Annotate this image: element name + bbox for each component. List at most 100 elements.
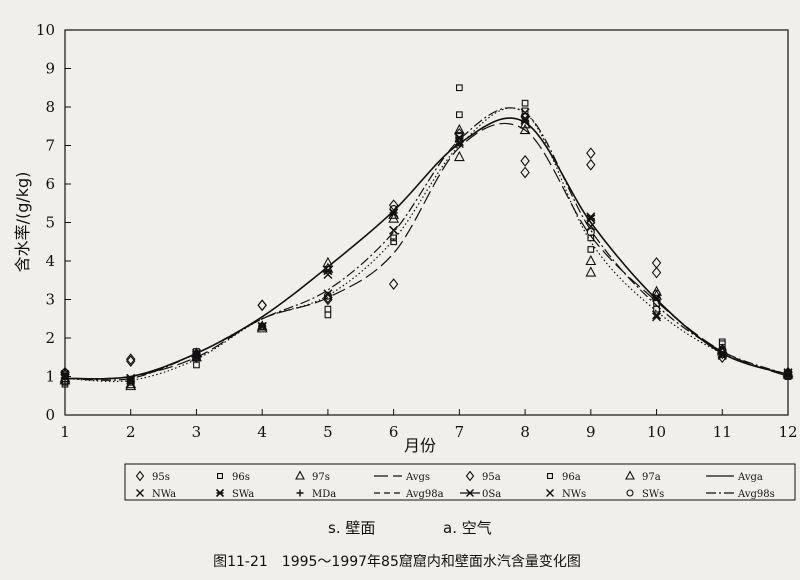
legend-label-avg98s: Avg98s xyxy=(737,489,775,500)
y-tick-label: 5 xyxy=(45,214,55,232)
series-nws-point xyxy=(717,350,727,360)
y-tick-label: 7 xyxy=(45,137,55,155)
x-tick-label: 2 xyxy=(126,423,136,441)
series-97a-point xyxy=(453,150,465,162)
series-avg98s-line xyxy=(64,107,789,383)
legend-marker-nws xyxy=(546,489,554,497)
series-sws-point xyxy=(586,228,595,237)
series-95a-point xyxy=(388,199,399,212)
y-tick-label: 10 xyxy=(36,21,55,39)
series-95s-point xyxy=(388,278,399,290)
series-97s-point xyxy=(453,123,465,135)
series-sws-point xyxy=(783,368,793,377)
x-tick-label: 11 xyxy=(713,423,732,441)
series-sws-point xyxy=(455,131,464,140)
series-sws-point xyxy=(323,291,332,300)
series-96s-point xyxy=(456,84,463,92)
legend-label-96a: 96a xyxy=(562,472,581,483)
legend-marker-97a xyxy=(625,470,635,480)
legend-label-avga: Avga xyxy=(737,472,763,483)
note-a: a. 空气 xyxy=(443,519,492,537)
legend-marker-96s xyxy=(217,472,224,479)
legend-label-nws: NWs xyxy=(562,489,586,500)
legend-label-avgs: Avgs xyxy=(405,472,430,483)
y-tick-label: 0 xyxy=(45,406,55,424)
series-sws-point xyxy=(652,289,661,298)
series-96a-point xyxy=(653,305,660,313)
series-nwa-point xyxy=(586,221,596,231)
series-95s-point xyxy=(257,299,267,312)
series-96a-point xyxy=(456,111,463,119)
legend-label-mda: MDa xyxy=(312,489,336,500)
series-95s-point xyxy=(126,353,136,366)
y-axis: 0 1 2 3 4 5 6 7 8 9 10 xyxy=(36,21,71,424)
note-s: s. 壁面 xyxy=(328,519,375,537)
series-nws-point xyxy=(191,348,201,358)
series-avgs-line xyxy=(64,122,789,380)
legend-label-0sa: 0Sa xyxy=(482,489,501,500)
series-95s-point xyxy=(586,158,596,171)
series-nws-point xyxy=(586,212,596,222)
series-97a-point xyxy=(585,254,597,266)
series-markers xyxy=(59,84,794,391)
series-96a-point xyxy=(390,234,397,242)
series-96a-point xyxy=(324,305,332,313)
x-tick-label: 7 xyxy=(455,423,465,441)
series-95a-point xyxy=(586,147,596,160)
x-tick-label: 8 xyxy=(520,423,530,441)
legend-marker-95s xyxy=(135,470,145,482)
series-nws-point xyxy=(323,289,333,299)
series-97s-point xyxy=(322,256,334,267)
x-tick-label: 9 xyxy=(586,423,596,441)
series-97a-point xyxy=(388,212,400,223)
y-tick-label: 9 xyxy=(45,60,55,78)
y-tick-label: 1 xyxy=(45,368,55,386)
series-97a-point xyxy=(125,379,137,391)
series-95a-point xyxy=(520,155,530,167)
series-96s-point xyxy=(587,246,595,253)
legend-marker-0sa xyxy=(466,489,474,497)
series-97s-point xyxy=(585,266,597,277)
y-tick-label: 2 xyxy=(45,329,55,347)
legend-label-97s: 97s xyxy=(312,472,330,483)
series-95a-point xyxy=(651,257,662,269)
x-tick-label: 4 xyxy=(257,423,267,441)
series-avga-line xyxy=(64,117,789,380)
x-tick-label: 10 xyxy=(647,423,666,441)
series-sws-point xyxy=(192,351,201,360)
legend-label-swa: SWa xyxy=(232,489,254,500)
legend-label-avg98a: Avg98a xyxy=(405,489,444,500)
series-95a-point xyxy=(257,299,267,312)
x-tick-label: 3 xyxy=(192,423,202,441)
x-tick-label: 5 xyxy=(323,423,333,441)
y-axis-title: 含水率/(g/kg) xyxy=(13,172,32,273)
series-swa-point xyxy=(323,266,333,276)
series-nwa-point xyxy=(323,269,333,279)
y-tick-label: 8 xyxy=(45,98,55,116)
series-nws-point xyxy=(454,137,464,147)
legend-label-nwa: NWa xyxy=(152,489,176,500)
series-nws-point xyxy=(652,310,662,320)
series-nws-point xyxy=(389,225,399,235)
y-tick-label: 6 xyxy=(45,175,55,193)
series-sws-point xyxy=(60,368,70,377)
legend-marker-mda xyxy=(296,489,304,497)
series-96s-point xyxy=(324,311,332,319)
series-95s-point xyxy=(520,166,530,179)
series-96s-point xyxy=(390,238,397,246)
series-sws-point xyxy=(718,345,727,354)
figure-caption: 图11-21 1995～1997年85窟窟内和壁面水汽含量变化图 xyxy=(213,553,581,570)
series-96a-point xyxy=(718,338,726,346)
series-97s-point xyxy=(519,123,531,135)
legend-label-96s: 96s xyxy=(232,472,250,483)
series-nws-point xyxy=(783,370,793,380)
series-nwa-point xyxy=(652,312,662,322)
legend-label-95a: 95a xyxy=(482,472,501,483)
series-95s-point xyxy=(651,266,662,279)
series-sws-point xyxy=(258,322,267,331)
x-axis-title: 月份 xyxy=(404,436,436,455)
series-sws-point xyxy=(389,204,398,214)
legend-label-97a: 97a xyxy=(642,472,661,483)
legend: 95s 96s 97s Avgs 95a 96a 97a Avga NWa SWa MDa Avg98… xyxy=(135,470,775,500)
x-tick-label: 12 xyxy=(778,423,797,441)
